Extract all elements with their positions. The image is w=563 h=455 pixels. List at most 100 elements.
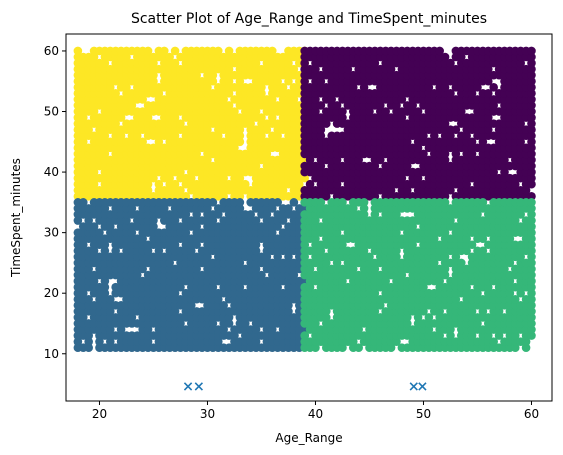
scatter-point <box>105 294 115 304</box>
scatter-point <box>510 179 520 189</box>
scatter-point <box>208 198 218 207</box>
scatter-point <box>213 210 223 219</box>
scatter-point <box>321 258 331 268</box>
scatter-point <box>273 76 282 86</box>
scatter-point <box>527 179 536 189</box>
scatter-point <box>203 125 212 134</box>
scatter-point <box>446 131 455 141</box>
scatter-point <box>392 101 401 110</box>
scatter-point <box>181 228 191 237</box>
scatter-point <box>84 125 93 134</box>
scatter-point <box>527 101 536 110</box>
scatter-point <box>267 228 277 237</box>
scatter-point <box>516 119 525 128</box>
scatter-point <box>186 173 196 183</box>
scatter-point <box>500 155 509 165</box>
scatter-point <box>440 82 450 92</box>
scatter-point <box>170 240 180 250</box>
scatter-point <box>527 119 536 128</box>
scatter-point <box>359 246 369 256</box>
scatter-point <box>527 113 536 122</box>
scatter-point <box>483 64 493 74</box>
scatter-point <box>289 95 299 104</box>
scatter-point <box>176 185 185 195</box>
scatter-point <box>251 107 261 116</box>
scatter-point <box>208 70 218 80</box>
scatter-point <box>527 143 536 153</box>
scatter-point <box>78 137 88 147</box>
scatter-point <box>386 185 396 195</box>
scatter-point <box>111 246 120 256</box>
scatter-point <box>138 137 147 147</box>
scatter-point <box>408 101 417 110</box>
scatter-point <box>143 179 153 189</box>
scatter-point <box>338 107 347 116</box>
scatter-point <box>483 89 493 98</box>
scatter-point <box>527 76 536 86</box>
scatter-point <box>527 46 536 56</box>
scatter-point <box>100 246 110 256</box>
scatter-point <box>332 155 342 165</box>
scatter-point <box>348 264 358 274</box>
scatter-point <box>527 167 536 177</box>
scatter-point <box>262 252 272 262</box>
scatter-point <box>527 125 536 134</box>
scatter-point <box>527 149 536 159</box>
scatter-point <box>354 343 363 353</box>
scatter-point <box>84 337 93 346</box>
scatter-point <box>251 161 261 171</box>
scatter-point <box>89 179 99 189</box>
scatter-point <box>240 319 250 328</box>
scatter-point <box>392 228 401 237</box>
scatter-point <box>170 58 180 68</box>
scatter-point <box>100 282 110 292</box>
scatter-point <box>348 204 358 213</box>
y-tick-label: 60 <box>44 44 59 58</box>
scatter-point <box>397 270 407 280</box>
data-points <box>73 46 536 353</box>
scatter-point <box>105 307 115 316</box>
scatter-point <box>402 161 412 171</box>
scatter-point <box>213 337 223 346</box>
scatter-point <box>273 282 282 292</box>
scatter-point <box>235 137 245 147</box>
scatter-point <box>419 282 428 292</box>
scatter-point <box>311 95 320 104</box>
scatter-point <box>203 252 212 262</box>
scatter-point <box>149 70 158 80</box>
scatter-point <box>305 155 315 165</box>
scatter-point <box>527 155 536 165</box>
scatter-point <box>289 198 299 207</box>
scatter-point <box>192 240 201 250</box>
scatter-point <box>203 155 212 165</box>
scatter-point <box>176 167 185 177</box>
scatter-point <box>100 288 110 298</box>
scatter-point <box>370 192 380 201</box>
scatter-point <box>224 89 234 98</box>
scatter-point <box>208 216 218 225</box>
scatter-point <box>170 113 180 122</box>
scatter-point <box>251 240 261 250</box>
scatter-point <box>456 52 466 62</box>
scatter-point <box>402 313 412 322</box>
scatter-point <box>300 58 309 68</box>
y-tick-label: 20 <box>44 286 59 300</box>
scatter-point <box>84 343 93 353</box>
scatter-point <box>354 325 363 334</box>
scatter-point <box>143 246 153 256</box>
scatter-point <box>208 319 218 328</box>
scatter-point <box>100 131 110 141</box>
scatter-point <box>213 46 223 56</box>
scatter-point <box>419 307 428 316</box>
scatter-point <box>267 325 277 334</box>
scatter-point <box>300 76 309 86</box>
centroid-marker <box>409 382 418 391</box>
scatter-point <box>527 82 536 92</box>
scatter-point <box>424 325 434 334</box>
scatter-point <box>413 173 423 183</box>
scatter-point <box>100 58 110 68</box>
scatter-point <box>316 131 326 141</box>
scatter-point <box>370 307 380 316</box>
scatter-point <box>273 131 282 141</box>
scatter-point <box>89 107 99 116</box>
